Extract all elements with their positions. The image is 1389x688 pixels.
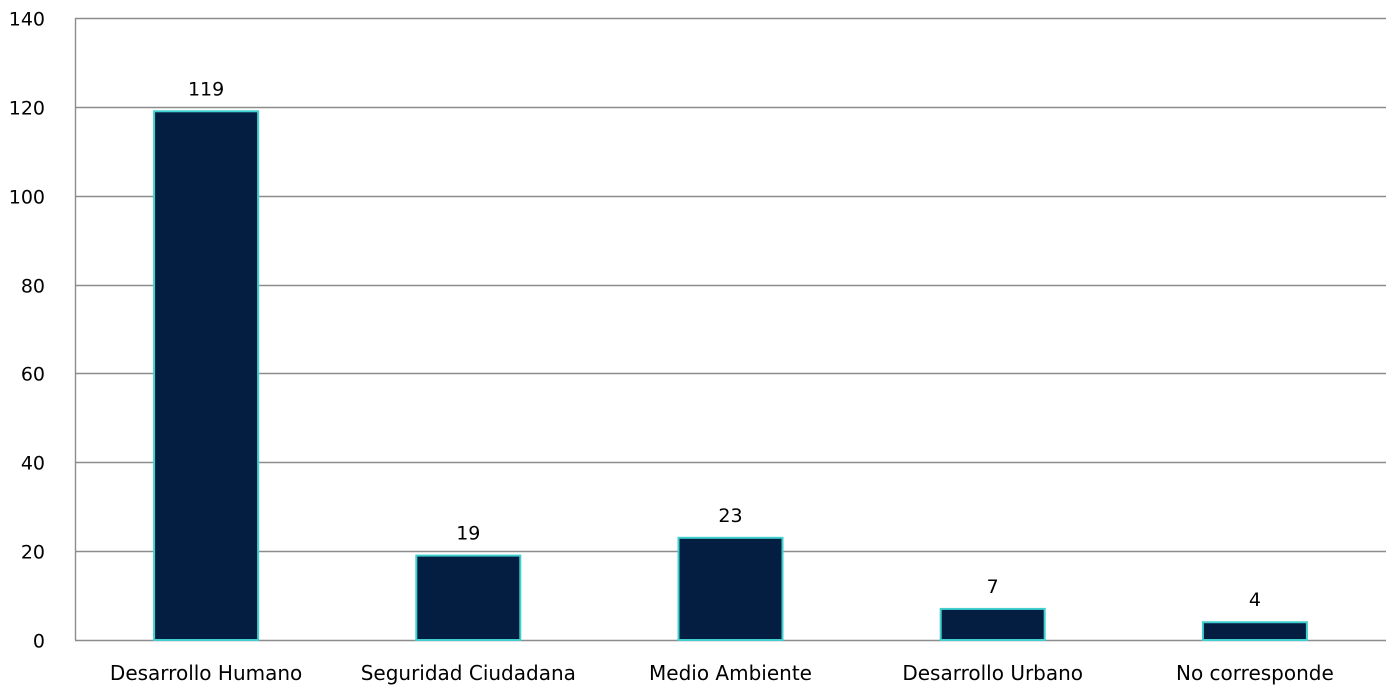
gridlines (74, 17, 1386, 642)
y-tick-label: 100 (9, 187, 45, 209)
y-tick-label: 140 (9, 9, 45, 31)
x-axis-categories: Desarrollo Humano Seguridad Ciudadana Medi… (110, 661, 1334, 685)
data-label: 7 (987, 576, 999, 598)
category-label: Desarrollo Humano (110, 661, 302, 685)
y-tick-label: 80 (21, 276, 45, 298)
y-tick-label: 20 (21, 542, 45, 564)
data-label: 23 (718, 505, 742, 527)
data-labels: 119 19 23 7 4 (188, 78, 1261, 611)
bars (153, 110, 1308, 642)
y-tick-label: 60 (21, 364, 45, 386)
y-tick-label: 40 (21, 453, 45, 475)
category-label: Desarrollo Urbano (902, 661, 1083, 685)
bar-1 (415, 554, 522, 641)
category-label: No corresponde (1176, 661, 1334, 685)
bar-3 (939, 607, 1046, 642)
data-label: 19 (456, 523, 480, 545)
y-tick-label: 120 (9, 98, 45, 120)
category-label: Seguridad Ciudadana (361, 661, 576, 685)
data-label: 4 (1249, 589, 1261, 611)
data-label: 119 (188, 78, 224, 100)
y-tick-label: 0 (33, 631, 45, 653)
bar-4 (1201, 621, 1308, 642)
bar-0 (153, 110, 260, 642)
bar-2 (677, 536, 784, 641)
y-axis-ticks: 0 20 40 60 80 100 120 140 (9, 9, 45, 653)
category-label: Medio Ambiente (649, 661, 812, 685)
